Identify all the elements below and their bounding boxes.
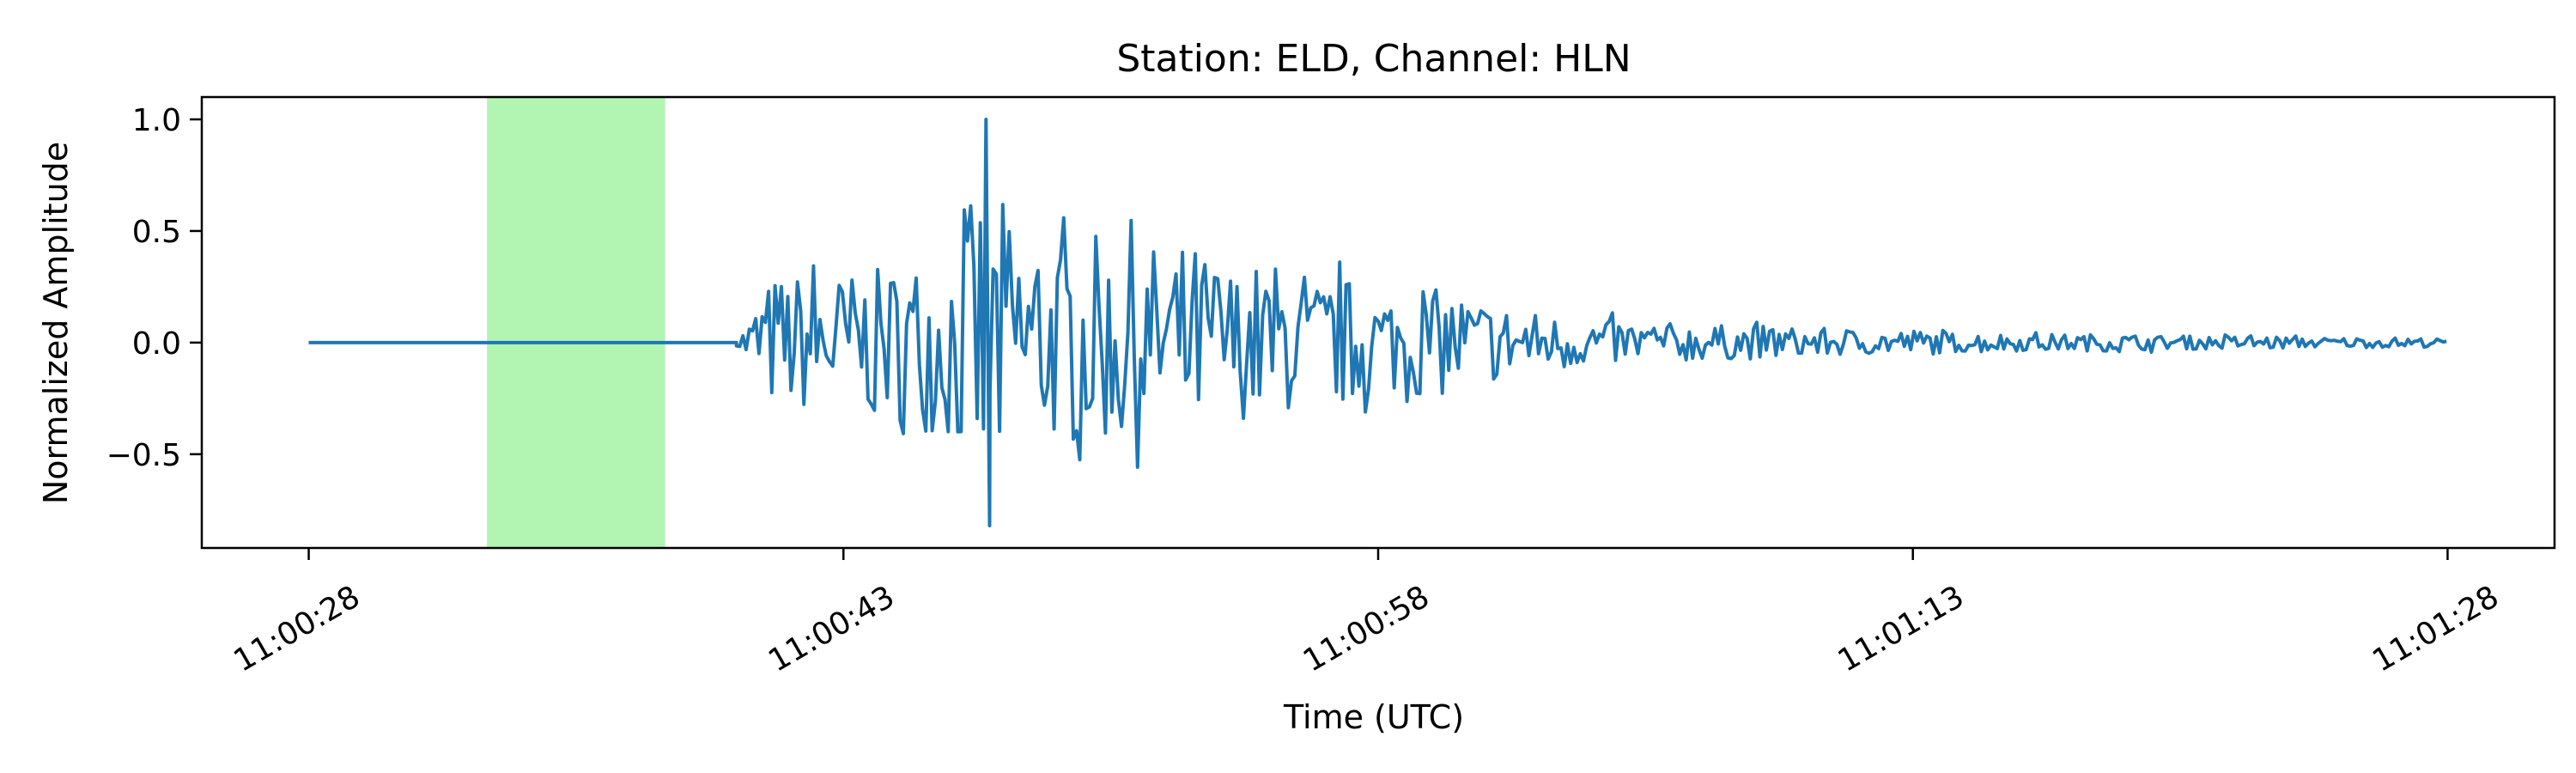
x-tick-label: 11:00:58 [1297,579,1436,679]
x-tick-label: 11:00:28 [228,579,367,679]
x-axis-label: Time (UTC) [1283,698,1464,736]
chart-title: Station: ELD, Channel: HLN [1116,37,1631,81]
waveform-line [308,118,2447,527]
y-tick-label: −0.5 [106,438,181,473]
y-tick-label: 0.5 [132,215,181,250]
x-tick-label: 11:01:28 [2366,579,2505,679]
x-tick-label: 11:01:13 [1832,579,1971,679]
y-axis-label: Normalized Amplitude [37,142,75,504]
y-tick-label: 1.0 [132,103,181,138]
x-axis: 11:00:28 11:00:43 11:00:58 11:01:13 11:01:28 [228,548,2505,679]
y-axis: 1.0 0.5 0.0 −0.5 [106,103,202,473]
highlight-span [487,97,665,548]
y-tick-label: 0.0 [132,326,181,362]
x-tick-label: 11:00:43 [762,579,901,679]
